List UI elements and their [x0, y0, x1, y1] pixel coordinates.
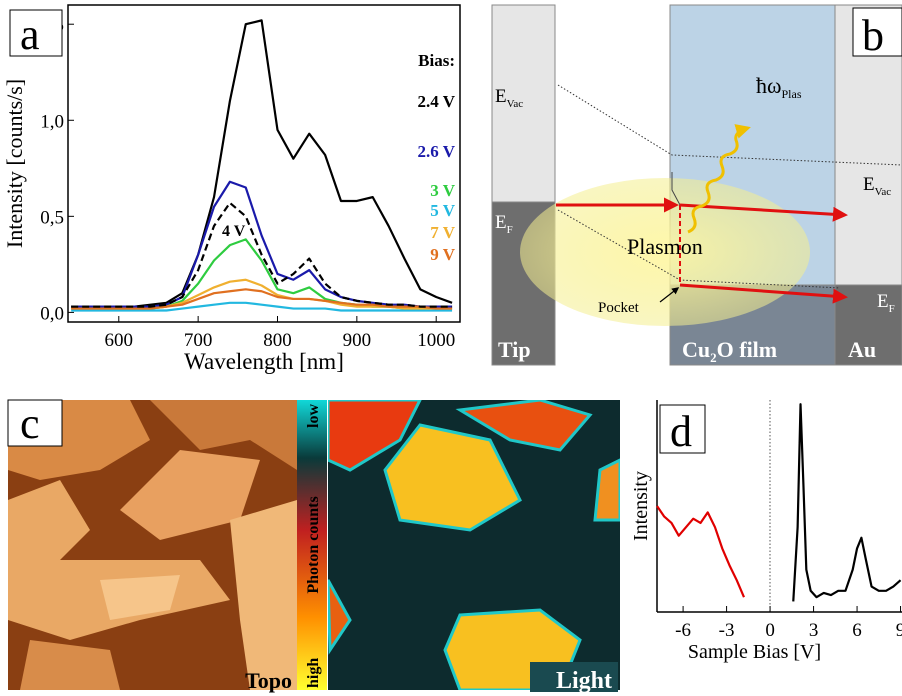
- legend-entry: 9 V: [430, 245, 455, 264]
- tunnel-arrow: [679, 203, 848, 222]
- x-tick-label: 6: [852, 620, 862, 641]
- images: c Topo Light low Photon counts high: [7, 399, 620, 694]
- film-label: Cu2O film: [682, 337, 777, 365]
- topo-image: [8, 400, 297, 690]
- terrace: [8, 480, 230, 640]
- x-tick-label: 700: [184, 330, 213, 351]
- terrace: [120, 450, 260, 540]
- tunnel-arrow: [679, 283, 848, 304]
- label-sub: Vac: [507, 98, 524, 110]
- panel-label-box: [9, 9, 63, 57]
- label-main: E: [495, 212, 507, 233]
- label-part: O film: [717, 337, 778, 362]
- x-tick-label: 800: [263, 330, 292, 351]
- series-line: [71, 201, 453, 308]
- series-line: [71, 19, 453, 308]
- bright-region: [383, 423, 522, 532]
- y-tick-label: 0,0: [40, 303, 64, 324]
- series-line: [71, 301, 453, 312]
- light-label-bg: [530, 662, 618, 692]
- panel-label: b: [862, 11, 884, 60]
- light-image: [328, 400, 620, 690]
- bright-region: [455, 400, 593, 452]
- legend-title: Bias:: [418, 51, 455, 70]
- series-line: [71, 180, 453, 308]
- label-sub: F: [507, 224, 513, 236]
- bright-region: [328, 579, 352, 655]
- legend-entry: 2.6 V: [418, 142, 456, 161]
- topo-label: Topo: [245, 668, 292, 693]
- pocket-arrow: [659, 287, 680, 303]
- x-tick-label: 0: [765, 620, 775, 641]
- legend-entry: 2.4 V: [418, 92, 456, 111]
- terrace: [230, 500, 297, 690]
- x-tick-label: 900: [343, 330, 372, 351]
- y-axis-label: Intensity: [630, 471, 652, 541]
- series-line: [792, 403, 902, 602]
- panel-label-box: [7, 399, 63, 447]
- x-tick-label: 9: [896, 620, 902, 641]
- label-part: Cu: [682, 337, 710, 362]
- label-sub: Plas: [781, 87, 801, 101]
- series-line: [71, 238, 453, 310]
- au-label: Au: [848, 337, 876, 362]
- x-tick-label: -3: [719, 620, 735, 641]
- x-tick-label: 1000: [417, 330, 455, 351]
- plot-frame: [67, 4, 461, 323]
- panel-label: c: [20, 399, 40, 448]
- label-main: ħω: [756, 73, 781, 98]
- x-axis-label: Sample Bias [V]: [688, 641, 821, 663]
- level-label: EVac: [495, 86, 523, 110]
- bright-region: [593, 458, 620, 522]
- label-sub: F: [889, 303, 895, 315]
- light-label: Light: [556, 668, 612, 694]
- legend-entry: 5 V: [430, 201, 455, 220]
- level-label: EVac: [863, 174, 891, 198]
- plasmon-label: Plasmon: [627, 234, 703, 259]
- y-tick-label: 1,0: [40, 111, 64, 132]
- x-tick-label: 600: [105, 330, 134, 351]
- series-label: 4 V: [222, 223, 246, 240]
- colorbar-label: high: [305, 658, 322, 688]
- legend-entry: 3 V: [430, 181, 455, 200]
- x-tick-label: -6: [675, 620, 691, 641]
- terrace: [100, 575, 180, 620]
- tip-vacuum: [491, 4, 556, 203]
- panel-label-box: [852, 7, 902, 57]
- pocket-label: Pocket: [598, 300, 640, 316]
- label-main: E: [863, 174, 875, 195]
- colorbar-label: Photon counts: [305, 496, 322, 593]
- legend-entry: 7 V: [430, 223, 455, 242]
- label-sub: 2: [710, 350, 717, 365]
- x-axis-label: Wavelength [nm]: [184, 349, 344, 374]
- label-main: E: [877, 291, 889, 312]
- series-line: [656, 505, 745, 598]
- terrace: [20, 640, 120, 690]
- label-sub: Vac: [875, 186, 892, 198]
- level-label: EF: [877, 291, 895, 315]
- bright-region: [328, 400, 422, 472]
- y-axis-label: Intensity [counts/s]: [2, 79, 27, 248]
- panel-label-box: [659, 404, 706, 454]
- level-label: EF: [495, 212, 513, 236]
- colorbar-label: low: [305, 404, 322, 428]
- terrace: [150, 400, 297, 470]
- vacuum-level: [557, 84, 902, 166]
- colorbar: [297, 400, 327, 690]
- photon-label: ħωPlas: [756, 73, 802, 101]
- panel-label: a: [20, 10, 40, 59]
- x-tick-label: 3: [809, 620, 819, 641]
- y-tick-label: 0,5: [40, 207, 64, 228]
- photon-arrow: [687, 124, 751, 234]
- panel-label: d: [670, 407, 692, 456]
- series-line: [71, 288, 453, 310]
- label-main: E: [495, 86, 507, 107]
- tip-label: Tip: [498, 337, 531, 362]
- band-diagram: b EVac EF ħωPlas EVac EF Plasmon Pocket …: [491, 4, 902, 366]
